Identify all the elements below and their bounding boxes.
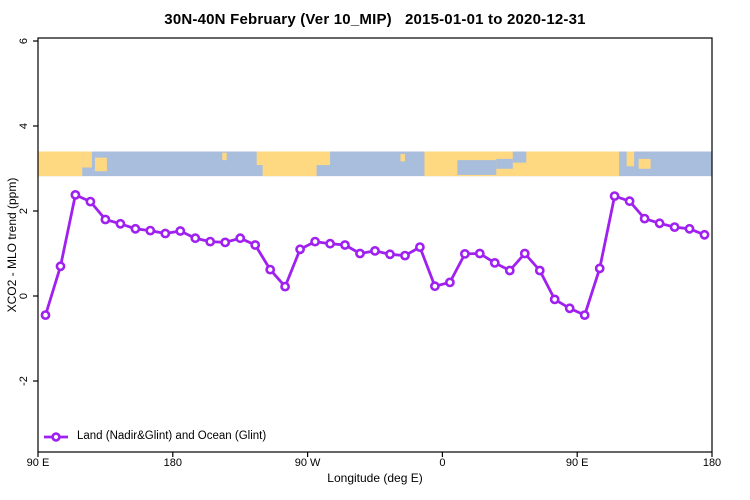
data-point-marker	[699, 229, 710, 240]
map-band-sea	[512, 151, 527, 163]
data-point-marker	[145, 225, 156, 236]
data-point-marker	[130, 223, 141, 234]
x-tick-label: 0	[439, 457, 446, 469]
data-point-marker	[609, 191, 620, 201]
data-point-marker	[310, 236, 320, 247]
data-point-marker	[579, 310, 590, 320]
y-tick-label: 2	[18, 207, 30, 215]
data-point-marker	[519, 248, 530, 259]
map-band-land	[638, 158, 651, 169]
y-tick-label: -2	[18, 376, 30, 386]
data-point-marker	[280, 281, 290, 292]
y-axis-label: XCO2 - MLO trend (ppm)	[5, 177, 19, 313]
data-point-marker	[40, 310, 51, 320]
data-point-marker	[459, 248, 470, 259]
map-band-land	[94, 157, 107, 172]
data-point-marker	[265, 264, 276, 275]
data-point-marker	[190, 233, 201, 244]
data-point-marker	[70, 189, 81, 200]
data-point-marker	[205, 236, 216, 247]
data-point-marker	[414, 242, 425, 252]
x-tick-label: 180	[702, 457, 722, 469]
legend-label: Land (Nadir&Glint) and Ocean (Glint)	[77, 430, 267, 442]
data-point-marker	[295, 244, 305, 255]
y-tick-label: 0	[18, 292, 30, 300]
data-point-marker	[669, 222, 680, 232]
data-point-marker	[370, 245, 380, 256]
map-band-sea	[496, 158, 513, 169]
plot-frame	[37, 37, 713, 453]
data-point-marker	[340, 240, 350, 250]
data-point-marker	[250, 240, 261, 250]
data-point-marker	[684, 223, 695, 234]
data-point-marker	[100, 214, 111, 225]
data-point-marker	[504, 265, 515, 276]
data-point-marker	[564, 303, 575, 314]
data-point-marker	[534, 265, 545, 276]
data-point-marker	[385, 249, 395, 260]
data-point-marker	[235, 233, 246, 244]
data-point-marker	[355, 248, 365, 259]
data-point-marker	[654, 218, 665, 229]
map-band-sea	[457, 160, 497, 175]
data-point-marker	[444, 277, 455, 288]
data-point-marker	[325, 238, 335, 249]
legend-marker-icon	[51, 432, 61, 442]
map-band-land	[222, 152, 227, 161]
x-tick-label: 90 E	[26, 457, 50, 469]
data-point-marker	[429, 281, 440, 292]
x-tick-label: 90 E	[565, 457, 589, 469]
data-point-marker	[639, 213, 650, 224]
data-point-marker	[160, 228, 171, 239]
map-band-land	[82, 151, 92, 168]
map-band-land	[262, 162, 317, 177]
data-point-marker	[474, 248, 485, 259]
y-tick-label: 6	[18, 37, 30, 45]
map-band-land	[256, 151, 331, 166]
data-point-marker	[55, 261, 66, 272]
data-point-marker	[624, 196, 635, 207]
map-band-land	[626, 151, 635, 167]
data-point-marker	[85, 196, 96, 207]
data-point-marker	[549, 294, 560, 305]
data-point-marker	[489, 257, 500, 268]
x-axis-label: Longitude (deg E)	[327, 471, 423, 485]
data-point-marker	[220, 237, 231, 248]
y-tick-label: 4	[18, 122, 30, 130]
map-band-land	[400, 153, 405, 162]
x-tick-label: 180	[163, 457, 182, 469]
data-point-marker	[115, 218, 126, 229]
data-point-marker	[400, 250, 410, 261]
x-tick-label: 90 W	[294, 457, 321, 469]
map-band-land	[38, 151, 83, 177]
data-point-marker	[175, 226, 186, 236]
chart-title: 30N-40N February (Ver 10_MIP) 2015-01-01…	[164, 11, 586, 28]
data-point-marker	[594, 263, 605, 274]
